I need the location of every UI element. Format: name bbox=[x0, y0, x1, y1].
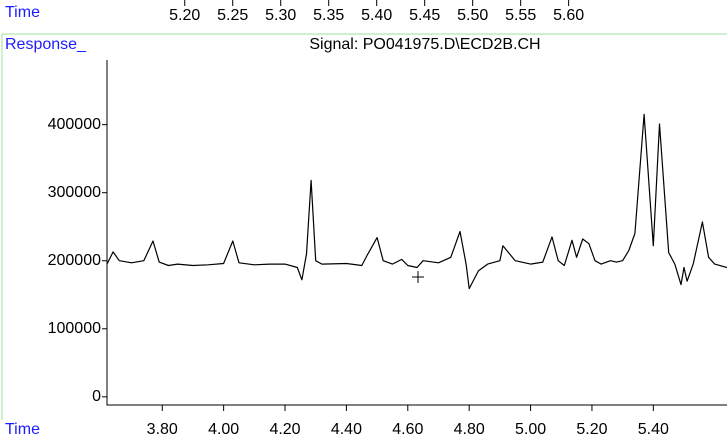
x-axis-label: Time bbox=[5, 421, 40, 438]
top-x-tick-label: 5.20 bbox=[169, 7, 200, 24]
x-tick-label: 4.80 bbox=[454, 421, 485, 438]
top-x-tick-label: 5.45 bbox=[409, 7, 440, 24]
x-tick-label: 4.60 bbox=[392, 421, 423, 438]
x-tick-label: 4.40 bbox=[331, 421, 362, 438]
y-axis-label: Response_ bbox=[5, 36, 87, 53]
x-tick-label: 4.20 bbox=[269, 421, 300, 438]
y-tick-label: 0 bbox=[92, 388, 101, 405]
y-tick-label: 400000 bbox=[48, 116, 101, 133]
chart-title: Signal: PO041975.D\ECD2B.CH bbox=[309, 36, 540, 53]
top-x-tick-label: 5.60 bbox=[553, 7, 584, 24]
y-tick-label: 100000 bbox=[48, 320, 101, 337]
top-x-axis-label: Time bbox=[5, 4, 40, 21]
top-x-tick-label: 5.30 bbox=[265, 7, 296, 24]
top-x-tick-label: 5.50 bbox=[457, 7, 488, 24]
y-tick-label: 300000 bbox=[48, 184, 101, 201]
top-x-tick-label: 5.40 bbox=[361, 7, 392, 24]
x-tick-label: 5.20 bbox=[576, 421, 607, 438]
x-tick-label: 4.00 bbox=[208, 421, 239, 438]
signal-line bbox=[106, 113, 727, 290]
x-tick-label: 5.40 bbox=[638, 421, 669, 438]
axes bbox=[106, 60, 727, 406]
x-tick-label: 3.80 bbox=[147, 421, 178, 438]
cursor bbox=[412, 271, 424, 283]
x-tick-label: 5.00 bbox=[515, 421, 546, 438]
y-tick-label: 200000 bbox=[48, 252, 101, 269]
top-x-tick-label: 5.55 bbox=[505, 7, 536, 24]
top-x-tick-label: 5.25 bbox=[217, 7, 248, 24]
top-x-tick-label: 5.35 bbox=[313, 7, 344, 24]
